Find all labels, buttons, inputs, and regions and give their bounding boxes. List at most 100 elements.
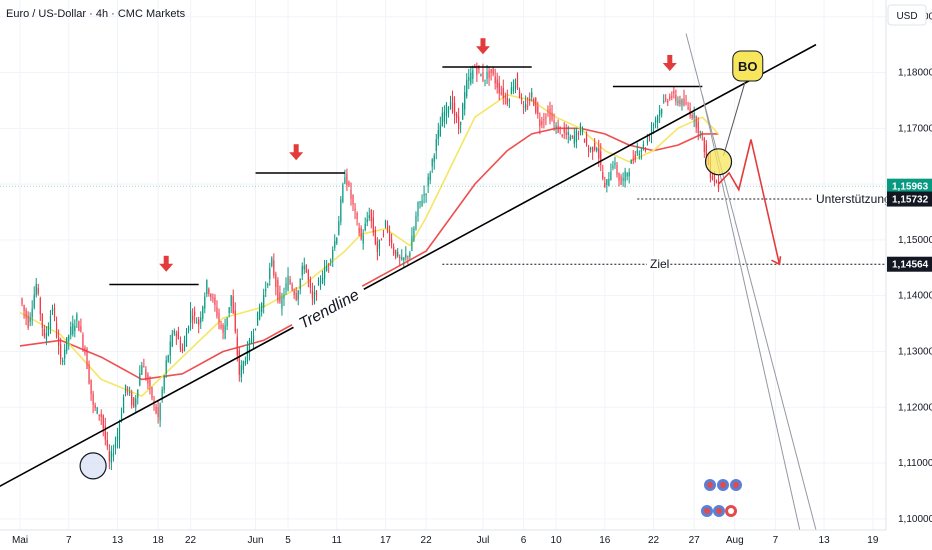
- candle-body: [608, 179, 610, 186]
- y-tick-label: 1,13000: [898, 346, 932, 357]
- candle-body: [96, 407, 98, 414]
- candle-body: [315, 290, 318, 296]
- candle-body: [352, 195, 354, 205]
- candle-body: [163, 375, 165, 390]
- x-tick-label: 22: [421, 535, 433, 546]
- candle-body: [468, 77, 470, 81]
- candle-body: [470, 72, 472, 84]
- candle-body: [285, 283, 287, 290]
- candle-body: [43, 328, 45, 337]
- channel-line: [685, 33, 817, 531]
- candle-body: [259, 308, 261, 320]
- candle-body: [486, 72, 488, 79]
- candle-body: [717, 181, 720, 190]
- candle-body: [378, 239, 381, 249]
- candle-body: [234, 310, 236, 332]
- y-tick-label: 1,10000: [898, 514, 932, 525]
- candle-body: [250, 338, 253, 344]
- candle-body: [74, 325, 76, 332]
- candle-body: [360, 227, 362, 240]
- candle-body: [143, 366, 145, 368]
- candle-body: [51, 308, 54, 311]
- candle-body: [677, 101, 679, 103]
- candle-body: [665, 98, 667, 100]
- candle-body: [348, 182, 350, 186]
- x-tick-label: 7: [66, 535, 72, 546]
- candle-body: [242, 361, 244, 370]
- candle-body: [679, 100, 681, 105]
- candle-body: [618, 173, 620, 181]
- candle-body: [179, 340, 182, 350]
- x-tick-label: 18: [153, 535, 165, 546]
- x-tick-label: Jul: [477, 535, 490, 546]
- candle-body: [246, 346, 249, 363]
- down-arrow-head: [662, 62, 677, 71]
- x-tick-label: 27: [689, 535, 701, 546]
- candle-body: [512, 86, 515, 92]
- candle-body: [49, 316, 52, 329]
- candle-body: [64, 349, 66, 359]
- candle-body: [496, 79, 498, 88]
- trendline: [0, 43, 817, 488]
- candle-body: [313, 291, 316, 303]
- candle-body: [98, 414, 100, 416]
- candle-body: [139, 373, 141, 386]
- chart-title: Euro / US-Dollar · 4h · CMC Markets: [6, 8, 186, 20]
- candle-body: [516, 73, 519, 89]
- candle-body: [165, 360, 167, 374]
- candle-body: [358, 227, 360, 234]
- candle-body: [271, 258, 273, 266]
- candle-body: [407, 256, 409, 258]
- candle-body: [319, 281, 322, 283]
- candle-body: [494, 76, 496, 84]
- candle-body: [372, 217, 374, 233]
- candle-body: [472, 70, 474, 79]
- candle-body: [283, 294, 285, 300]
- candle-body: [293, 290, 295, 295]
- candle-body: [380, 239, 383, 241]
- candle-body: [713, 174, 716, 182]
- candle-body: [265, 289, 267, 292]
- candle-body: [311, 290, 314, 299]
- candle-body: [543, 119, 545, 121]
- candle-body: [187, 326, 190, 331]
- candle-body: [399, 256, 401, 258]
- candle-body: [169, 341, 171, 356]
- candle-body: [598, 148, 600, 159]
- candle-body: [200, 317, 202, 323]
- candle-body: [433, 155, 435, 162]
- candle-body: [120, 413, 123, 422]
- candle-body: [650, 129, 653, 135]
- candle-body: [490, 69, 492, 73]
- down-arrow-head: [159, 263, 174, 272]
- candle-body: [522, 106, 525, 108]
- candle-body: [610, 171, 612, 181]
- candle-body: [328, 264, 330, 266]
- candle-body: [589, 147, 592, 150]
- breakout-connector: [723, 82, 746, 156]
- currency-button[interactable]: [887, 4, 927, 26]
- candle-body: [681, 99, 683, 106]
- down-arrow-head: [475, 46, 490, 55]
- x-tick-label: 16: [599, 535, 611, 546]
- candle-body: [118, 423, 121, 440]
- y-tick-label: 1,17000: [898, 123, 932, 134]
- ma-fast-line: [19, 94, 720, 397]
- candle-body: [147, 374, 149, 384]
- candle-body: [525, 104, 527, 110]
- candle-body: [419, 201, 421, 204]
- candle-body: [332, 250, 334, 260]
- candle-body: [159, 403, 161, 421]
- candle-body: [82, 334, 84, 348]
- candle-body: [449, 102, 452, 110]
- y-tick-label: 1,15000: [898, 235, 932, 246]
- candle-body: [76, 314, 78, 321]
- time-axis: Mai 7 13 18 22 Jun 5 11 17 22 Jul 6 10 16 22 27 Aug 7 13 19: [12, 535, 879, 546]
- candle-body: [429, 172, 431, 181]
- candle-body: [33, 294, 35, 308]
- candle-body: [45, 332, 48, 340]
- candle-body: [699, 131, 701, 133]
- candle-body: [652, 124, 655, 126]
- candle-body: [592, 147, 594, 153]
